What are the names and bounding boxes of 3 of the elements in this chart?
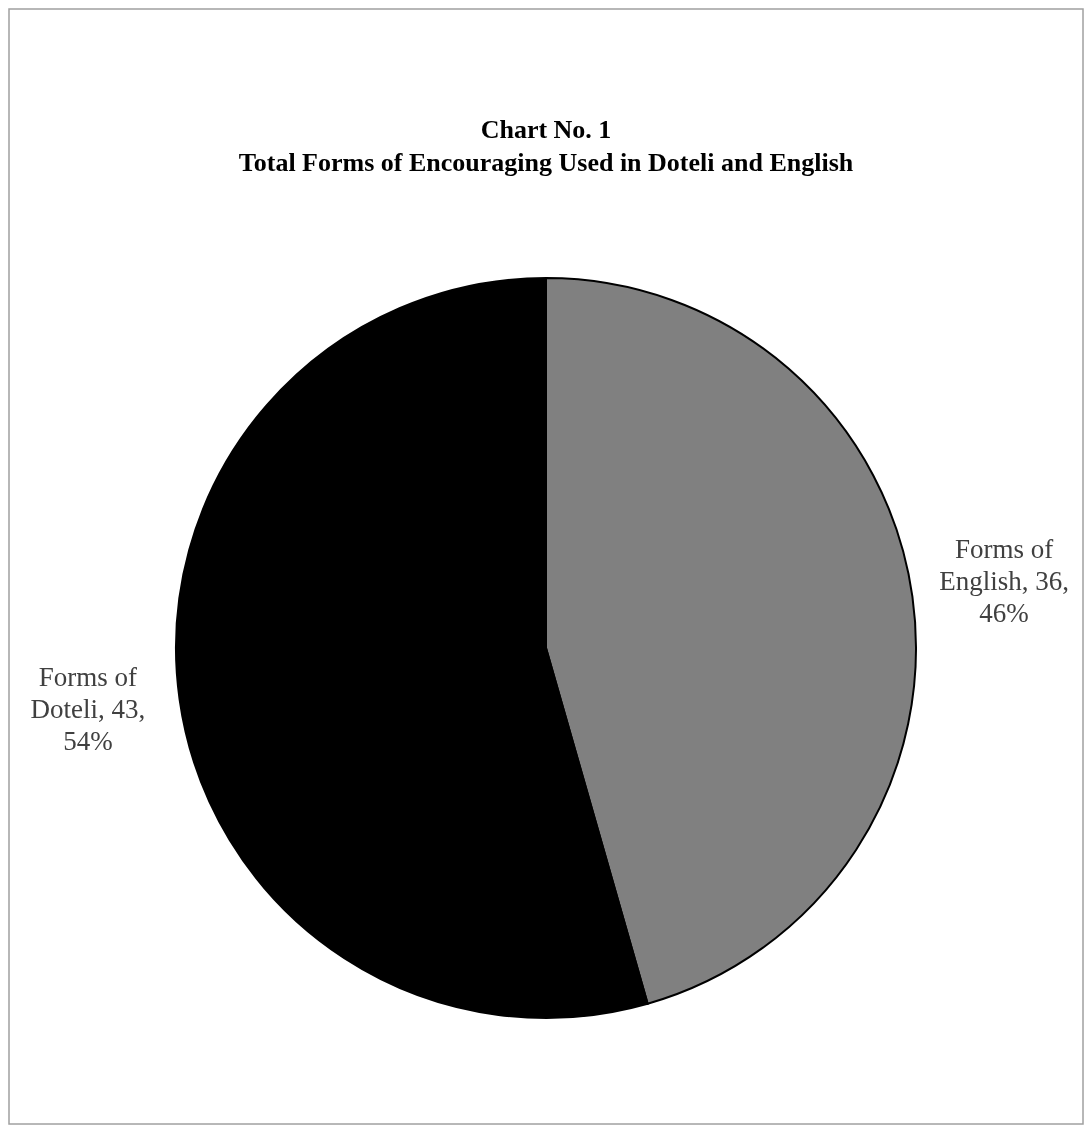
slice-label: Forms of English, 36, 46% (939, 534, 1069, 629)
slice-label: Forms of Doteli, 43, 54% (30, 662, 146, 757)
chart-title: Chart No. 1 Total Forms of Encouraging Used in Doteli and English (238, 115, 854, 177)
